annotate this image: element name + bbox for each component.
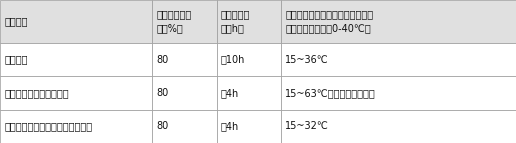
Bar [217, 110, 281, 143]
Text: 恒压充电: 恒压充电 [4, 55, 28, 65]
Text: 15~36℃: 15~36℃ [285, 55, 329, 65]
Text: 充电前放电深
度（%）: 充电前放电深 度（%） [156, 9, 191, 33]
Text: 15~63℃（超出额定温度）: 15~63℃（超出额定温度） [285, 88, 376, 98]
Text: 80: 80 [156, 88, 169, 98]
Text: 充电方法: 充电方法 [4, 16, 28, 26]
Text: 15~32℃: 15~32℃ [285, 121, 329, 131]
Bar [0, 43, 152, 76]
Text: 约4h: 约4h [221, 88, 239, 98]
Bar [152, 110, 217, 143]
Text: 脉冲充电（不带负脉冲）: 脉冲充电（不带负脉冲） [4, 88, 69, 98]
Bar [281, 110, 516, 143]
Text: 80: 80 [156, 55, 169, 65]
Bar [0, 76, 152, 110]
Bar [0, 110, 152, 143]
Text: 平均充电时
间（h）: 平均充电时 间（h） [221, 9, 250, 33]
Text: 结合正负脉冲的等幅脉冲电流充电: 结合正负脉冲的等幅脉冲电流充电 [4, 121, 92, 131]
Bar [152, 43, 217, 76]
Text: 充电过程中蓄电池表面温度（蓄电
池额定环境温度为0-40℃）: 充电过程中蓄电池表面温度（蓄电 池额定环境温度为0-40℃） [285, 9, 374, 33]
Bar [152, 0, 217, 43]
Text: 约10h: 约10h [221, 55, 245, 65]
Text: 约4h: 约4h [221, 121, 239, 131]
Bar [281, 43, 516, 76]
Bar [217, 76, 281, 110]
Bar [281, 0, 516, 43]
Text: 80: 80 [156, 121, 169, 131]
Bar [0, 0, 152, 43]
Bar [152, 76, 217, 110]
Bar [217, 0, 281, 43]
Bar [217, 43, 281, 76]
Bar [281, 76, 516, 110]
